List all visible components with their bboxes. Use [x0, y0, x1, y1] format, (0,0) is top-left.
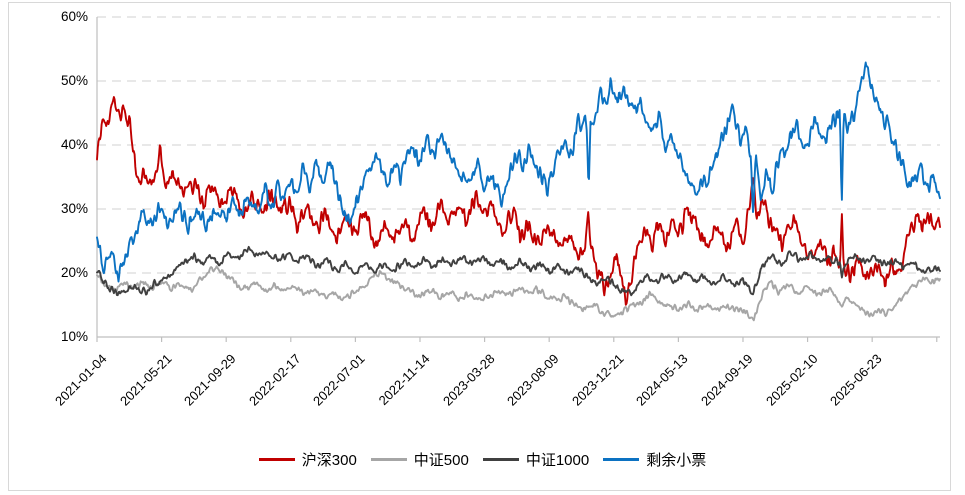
legend: 沪深300 中证500 中证1000 剩余小票	[0, 449, 965, 470]
y-axis-label-50: 50%	[60, 73, 88, 88]
y-axis-label-40: 40%	[60, 137, 88, 152]
chart-frame-border	[8, 2, 951, 491]
legend-item-csi1000: 中证1000	[482, 449, 590, 470]
series-line-csi1000	[96, 245, 941, 297]
y-axis-label-60: 60%	[60, 9, 88, 24]
series-line-csi500	[96, 265, 941, 322]
legend-item-csi500: 中证500	[370, 449, 469, 470]
y-axis-label-10: 10%	[60, 329, 88, 344]
legend-item-csi300: 沪深300	[258, 449, 357, 470]
legend-label-csi500: 中证500	[413, 452, 469, 469]
y-axis-label-20: 20%	[60, 265, 88, 280]
legend-line-swatch-csi500	[370, 458, 407, 461]
y-axis-label-30: 30%	[60, 201, 88, 216]
legend-line-swatch-csi300	[258, 458, 295, 461]
series-line-residual-smallcap	[96, 61, 941, 283]
legend-line-swatch-csi1000	[482, 458, 519, 461]
legend-label-csi300: 沪深300	[301, 452, 357, 469]
series-line-csi300	[96, 96, 941, 306]
legend-item-residual-smallcap: 剩余小票	[603, 449, 706, 470]
legend-label-residual-smallcap: 剩余小票	[646, 452, 707, 469]
legend-label-csi1000: 中证1000	[525, 452, 590, 469]
legend-line-swatch-residual-smallcap	[603, 458, 640, 461]
